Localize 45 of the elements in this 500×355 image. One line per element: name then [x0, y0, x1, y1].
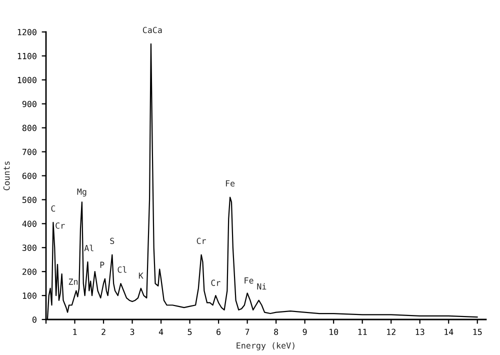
y-tick-label: 1100: [18, 52, 36, 60]
y-tick-label: 1000: [18, 76, 36, 84]
annotation: Ni: [257, 283, 266, 290]
x-tick-label: 10: [330, 328, 338, 336]
x-axis-title: Energy (keV): [236, 342, 294, 350]
annotation: Fe: [244, 277, 254, 284]
x-tick-label: 12: [387, 328, 396, 335]
annotation: Al: [84, 244, 94, 252]
annotation: Zn: [68, 278, 78, 285]
x-tick-label: 1: [73, 328, 77, 335]
x-tick-label: 15: [473, 328, 482, 336]
y-axis-title: Counts: [3, 162, 10, 190]
y-tick-label: 500: [22, 196, 36, 203]
x-tick-label: 2: [102, 328, 106, 335]
y-tick-label: 700: [22, 148, 36, 156]
annotation: K: [138, 272, 144, 279]
y-tick-label: 400: [22, 220, 36, 227]
annotation: Cr: [211, 280, 220, 286]
y-tick-label: 900: [22, 100, 36, 108]
annotation: Mg: [77, 188, 86, 197]
x-tick-label: 8: [274, 328, 278, 336]
y-tick-label: 600: [22, 172, 36, 180]
x-tick-label: 14: [444, 328, 454, 335]
x-tick-label: 9: [302, 328, 307, 336]
annotation: CaCa: [142, 26, 162, 34]
x-tick-label: 13: [416, 328, 424, 336]
annotation: Cl: [118, 266, 126, 273]
annotation: C: [51, 205, 56, 212]
annotation: Cr: [196, 238, 206, 244]
x-tick-label: 5: [188, 328, 192, 336]
x-tick-label: 4: [158, 328, 164, 335]
annotation: Fe: [226, 180, 235, 187]
y-tick-label: 800: [22, 124, 36, 132]
x-tick-label: 11: [358, 328, 367, 335]
y-tick-label: 0: [32, 316, 36, 323]
annotation: P: [100, 262, 104, 268]
y-tick-label: 100: [22, 292, 36, 299]
x-tick-label: 7: [245, 328, 250, 335]
y-tick-label: 300: [22, 244, 36, 251]
x-tick-label: 3: [130, 328, 134, 336]
y-tick-label: 200: [22, 268, 36, 275]
annotation: Cr: [56, 222, 65, 229]
x-tick-label: 6: [216, 328, 221, 336]
annotation: S: [110, 238, 114, 244]
y-tick-label: 1200: [18, 28, 36, 36]
